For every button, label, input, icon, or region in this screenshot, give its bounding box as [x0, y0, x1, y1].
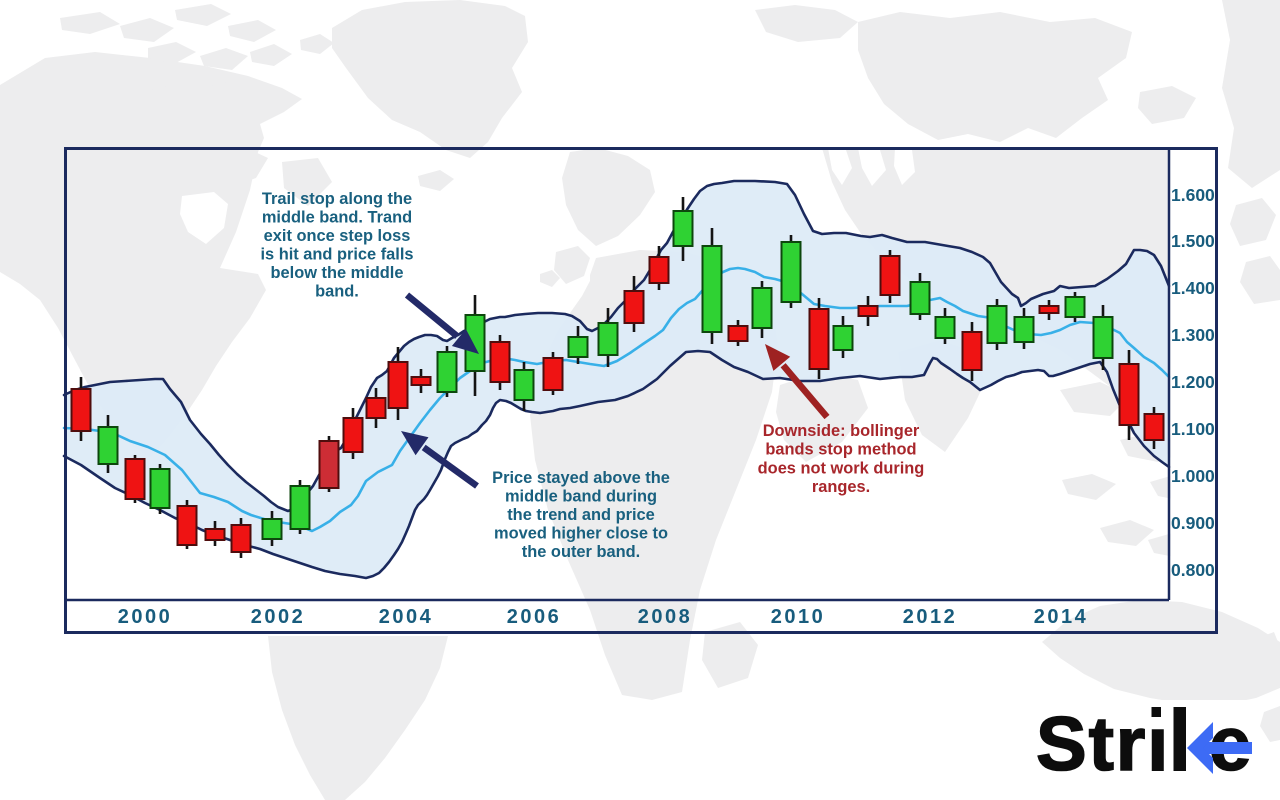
svg-text:0.900: 0.900: [1171, 513, 1215, 533]
svg-text:2002: 2002: [251, 606, 306, 628]
svg-text:1.100: 1.100: [1171, 419, 1215, 439]
svg-text:Trail stop along the: Trail stop along the: [262, 190, 412, 208]
svg-text:1.500: 1.500: [1171, 231, 1215, 251]
svg-text:the trend and price: the trend and price: [507, 506, 655, 524]
svg-text:Stri: Stri: [1036, 702, 1170, 787]
svg-text:1.200: 1.200: [1171, 372, 1215, 392]
svg-text:exit once step loss: exit once step loss: [264, 227, 411, 245]
svg-text:1.400: 1.400: [1171, 278, 1215, 298]
svg-text:ranges.: ranges.: [812, 478, 870, 496]
svg-text:2010: 2010: [771, 606, 826, 628]
svg-text:2004: 2004: [379, 606, 434, 628]
svg-text:1.000: 1.000: [1171, 466, 1215, 486]
svg-text:middle band. Trand: middle band. Trand: [262, 209, 412, 227]
svg-text:middle band during: middle band during: [505, 488, 657, 506]
svg-text:does not work during: does not work during: [758, 459, 925, 477]
svg-text:2008: 2008: [638, 606, 693, 628]
svg-text:Downside: bollinger: Downside: bollinger: [763, 422, 920, 440]
svg-text:2006: 2006: [507, 606, 562, 628]
svg-text:1.300: 1.300: [1171, 325, 1215, 345]
svg-text:2014: 2014: [1034, 606, 1089, 628]
svg-text:2012: 2012: [903, 606, 958, 628]
svg-text:0.800: 0.800: [1171, 560, 1215, 580]
svg-text:below the middle: below the middle: [271, 264, 404, 282]
svg-text:is hit and price falls: is hit and price falls: [260, 246, 413, 264]
svg-text:the outer band.: the outer band.: [522, 543, 640, 561]
svg-text:1.600: 1.600: [1171, 185, 1215, 205]
svg-text:bands stop method: bands stop method: [765, 441, 916, 459]
svg-text:2000: 2000: [118, 606, 173, 628]
svg-text:moved higher close to: moved higher close to: [494, 525, 668, 543]
svg-text:Price stayed above the: Price stayed above the: [492, 469, 670, 487]
svg-text:band.: band.: [315, 283, 359, 301]
